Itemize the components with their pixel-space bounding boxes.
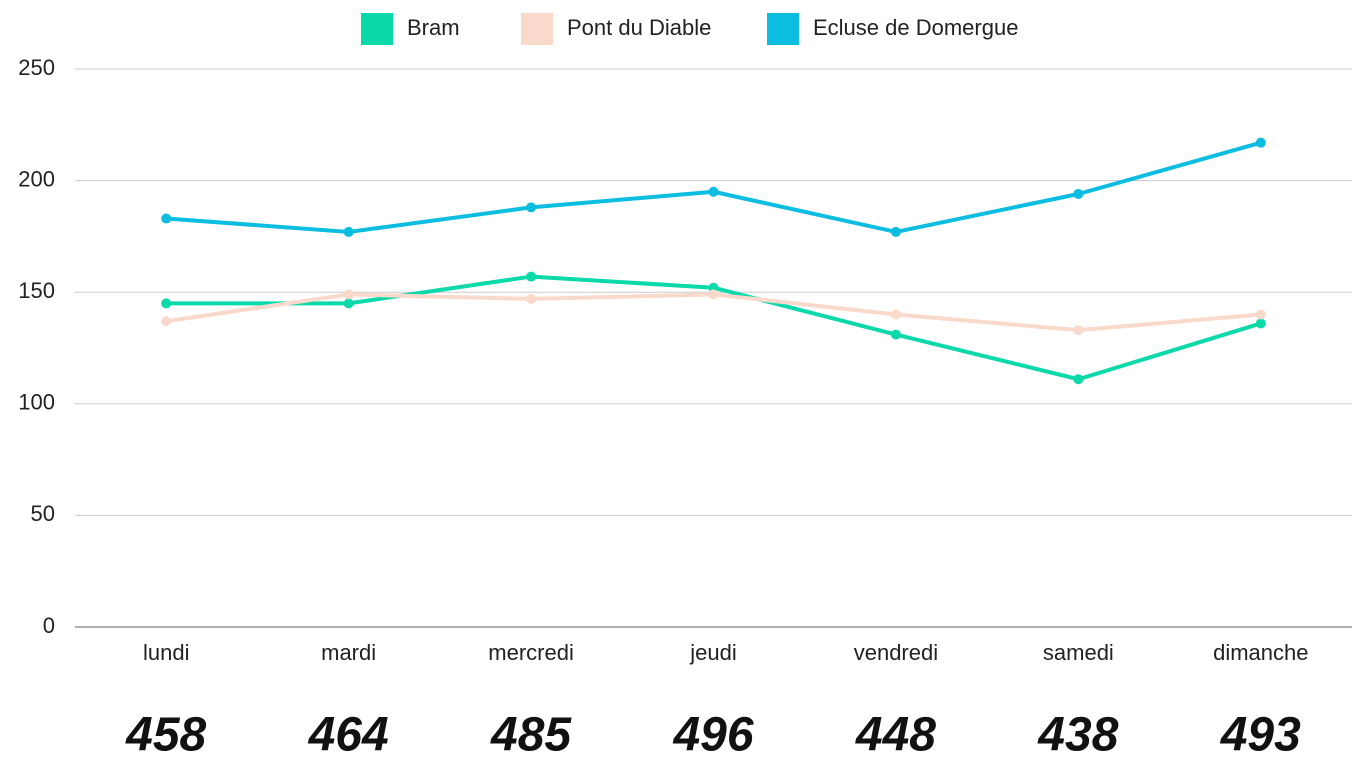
legend-swatch xyxy=(521,13,553,45)
point xyxy=(890,226,901,237)
legend-label: Ecluse de Domergue xyxy=(813,15,1018,40)
x-tick-label: dimanche xyxy=(1213,640,1308,665)
legend-label: Pont du Diable xyxy=(567,15,711,40)
point xyxy=(1073,325,1084,336)
total-label: 493 xyxy=(1220,709,1301,760)
point xyxy=(343,226,354,237)
point xyxy=(161,213,172,224)
point xyxy=(526,293,537,304)
point xyxy=(343,298,354,309)
series-line xyxy=(165,292,1261,333)
point xyxy=(1255,137,1266,148)
point xyxy=(526,271,537,282)
y-tick-label: 250 xyxy=(18,55,55,80)
total-label: 485 xyxy=(490,709,572,760)
total-label: 464 xyxy=(308,709,389,760)
x-tick-label: mercredi xyxy=(488,640,574,665)
y-tick-label: 100 xyxy=(18,390,55,415)
total-label: 438 xyxy=(1037,709,1118,760)
y-tick-label: 150 xyxy=(18,278,55,303)
x-tick-label: mardi xyxy=(321,640,376,665)
y-tick-label: 200 xyxy=(18,166,55,191)
x-tick-label: samedi xyxy=(1043,640,1114,665)
x-tick-label: lundi xyxy=(143,640,189,665)
total-label: 496 xyxy=(672,709,753,760)
y-tick-label: 50 xyxy=(31,501,55,526)
point xyxy=(343,289,354,300)
total-label: 448 xyxy=(855,709,936,760)
total-label: 458 xyxy=(125,709,206,760)
point xyxy=(708,186,719,197)
x-tick-label: vendredi xyxy=(854,640,938,665)
point xyxy=(161,298,172,309)
point xyxy=(1255,309,1266,320)
legend-label: Bram xyxy=(407,15,460,40)
point xyxy=(1073,188,1084,199)
x-tick-label: jeudi xyxy=(689,640,736,665)
y-tick-label: 0 xyxy=(43,613,55,638)
point xyxy=(1073,374,1084,385)
point xyxy=(708,289,719,300)
point xyxy=(526,202,537,213)
legend-swatch xyxy=(361,13,393,45)
point xyxy=(1255,318,1266,329)
legend-swatch xyxy=(767,13,799,45)
point xyxy=(161,316,172,327)
point xyxy=(890,329,901,340)
point xyxy=(890,309,901,320)
